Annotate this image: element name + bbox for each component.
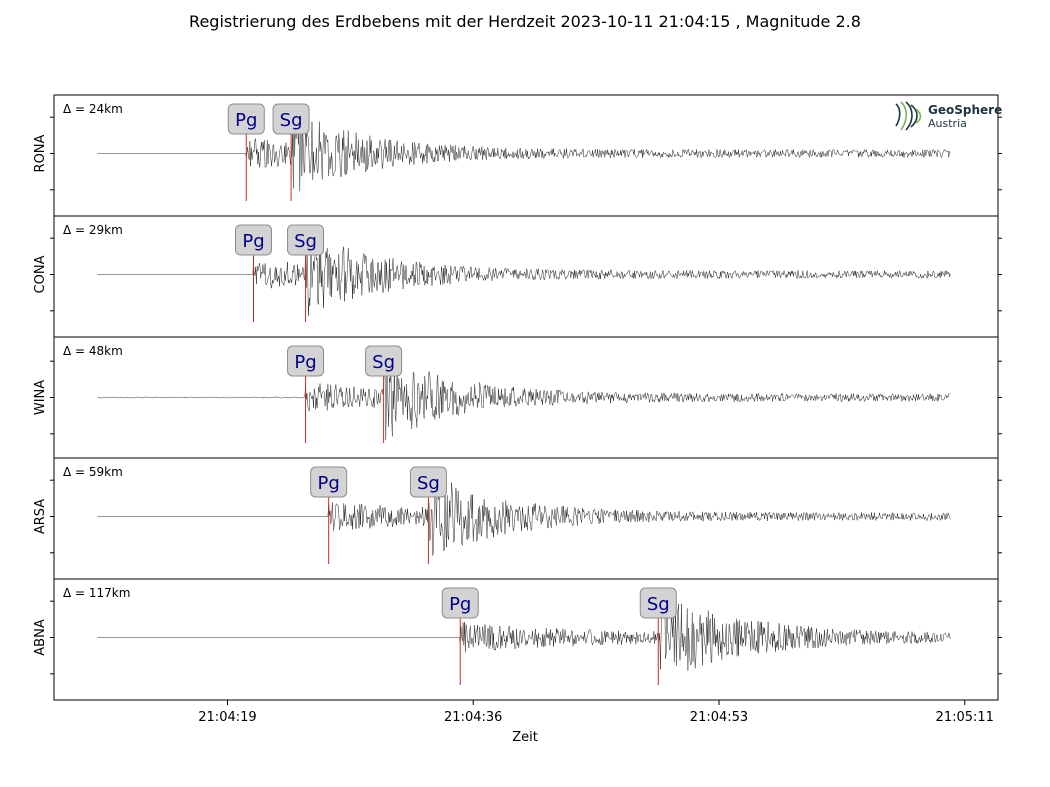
- logo-line1: GeoSphere: [928, 103, 1002, 117]
- panel-cona: CONA Δ = 29km Pg Sg: [33, 215, 1002, 338]
- phase-box: [272, 103, 310, 135]
- phase-label-pg: Pg: [318, 473, 340, 494]
- panel-arsa: ARSA Δ = 59km Pg Sg: [33, 457, 1002, 580]
- waveform-trace: [97, 482, 951, 556]
- panel-frame: [53, 578, 999, 701]
- x-axis: 21:04:19 21:04:36 21:04:53 21:05:11: [198, 700, 994, 725]
- panel-wina: WINA Δ = 48km Pg Sg: [33, 336, 1002, 459]
- x-tick-label: 21:04:36: [444, 710, 502, 725]
- phase-label-sg: Sg: [294, 231, 317, 252]
- waveform-trace: [97, 594, 951, 671]
- waveform-trace: [97, 109, 951, 191]
- phase-label-pg: Pg: [294, 352, 316, 373]
- phase-box: [639, 587, 677, 619]
- x-tick-label: 21:04:53: [690, 710, 748, 725]
- geosphere-logo: GeoSphere Austria: [895, 101, 1002, 131]
- phase-label-pg: Pg: [242, 231, 264, 252]
- waveform-trace: [97, 356, 951, 440]
- logo-line2: Austria: [928, 117, 967, 130]
- station-label: CONA: [33, 255, 48, 293]
- station-label: ABNA: [33, 619, 48, 656]
- panel-rona: RONA Δ = 24km Pg Sg: [33, 94, 1002, 217]
- distance-label: Δ = 117km: [63, 586, 130, 600]
- phase-box: [234, 224, 272, 256]
- x-tick-label: 21:05:11: [936, 710, 994, 725]
- phase-box: [227, 103, 265, 135]
- phase-box: [287, 345, 325, 377]
- phase-label-pg: Pg: [449, 594, 471, 615]
- phase-label-sg: Sg: [372, 352, 395, 373]
- panel-frame: [53, 457, 999, 580]
- station-label: WINA: [33, 380, 48, 415]
- panel-frame: [53, 94, 999, 217]
- x-axis-label: Zeit: [512, 730, 538, 745]
- phase-box: [310, 466, 348, 498]
- phase-label-sg: Sg: [647, 594, 670, 615]
- x-tick-label: 21:04:19: [198, 710, 256, 725]
- phase-box: [441, 587, 479, 619]
- distance-label: Δ = 29km: [63, 223, 123, 237]
- chart-title: Registrierung des Erdbebens mit der Herd…: [189, 12, 861, 31]
- panel-abna: ABNA Δ = 117km Pg Sg: [33, 578, 1002, 701]
- phase-label-sg: Sg: [417, 473, 440, 494]
- geosphere-logo-icon: [895, 101, 922, 131]
- station-label: ARSA: [33, 499, 48, 534]
- distance-label: Δ = 48km: [63, 344, 123, 358]
- waveform-trace: [97, 234, 951, 316]
- phase-box: [365, 345, 403, 377]
- phase-box: [287, 224, 325, 256]
- phase-label-sg: Sg: [280, 110, 303, 131]
- distance-label: Δ = 24km: [63, 102, 123, 116]
- station-panels: RONA Δ = 24km Pg Sg CONA Δ = 29km Pg Sg WINA Δ = …: [33, 94, 1002, 701]
- phase-box: [409, 466, 447, 498]
- distance-label: Δ = 59km: [63, 465, 123, 479]
- station-label: RONA: [33, 134, 48, 172]
- phase-label-pg: Pg: [235, 110, 257, 131]
